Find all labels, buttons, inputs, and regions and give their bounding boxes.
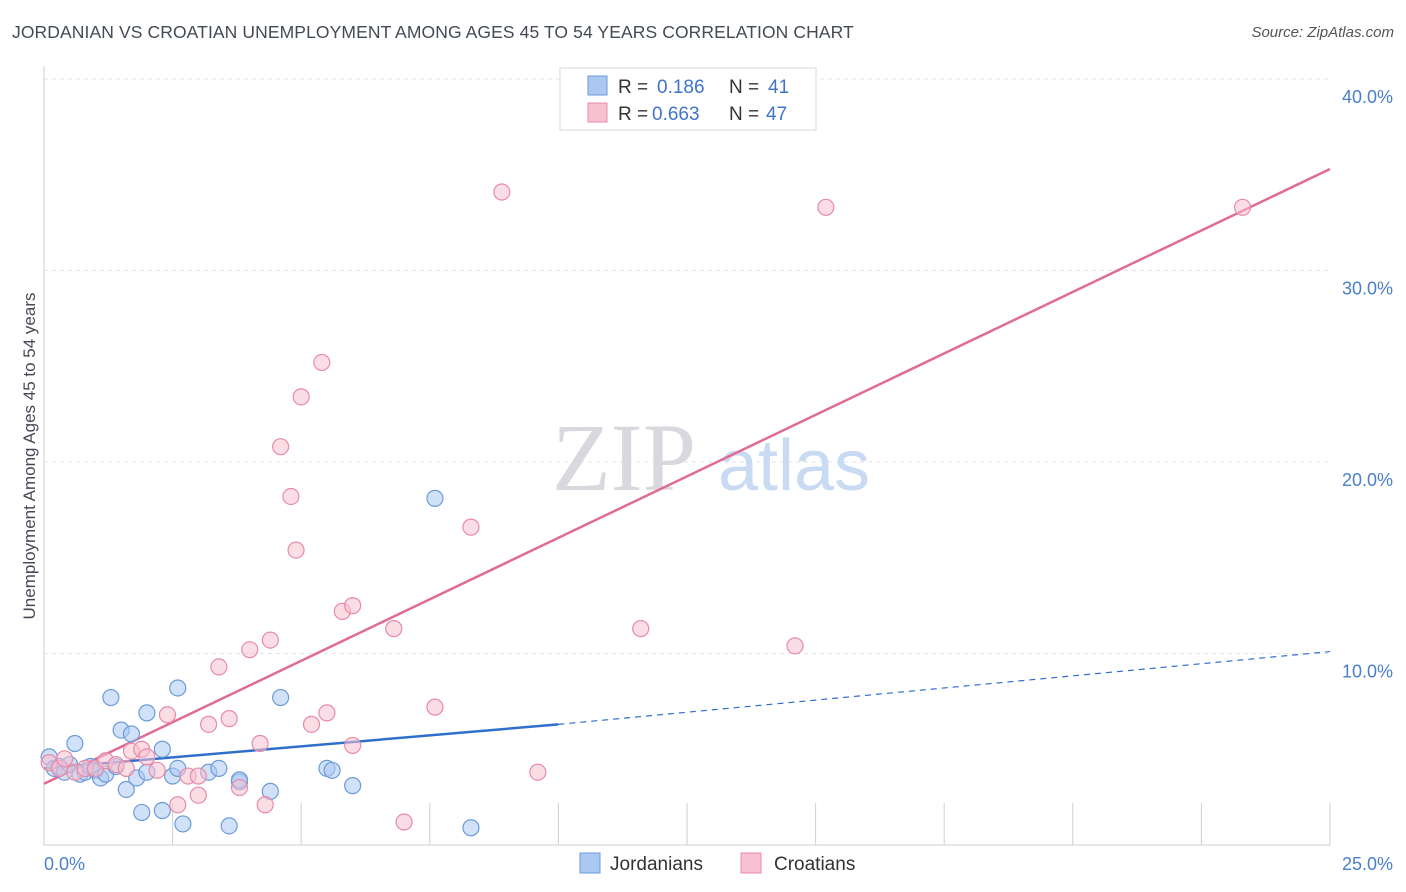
- y-tick-label-0: 10.0%: [1342, 662, 1393, 682]
- croatian-point-14: [169, 796, 187, 814]
- y-axis-label: Unemployment Among Ages 45 to 54 years: [20, 293, 39, 620]
- jordanian-point-15: [117, 780, 135, 799]
- croatian-point-34: [344, 597, 362, 615]
- croatian-point-30: [302, 715, 321, 733]
- correlation-legend: R = 0.186 N = 41 R = 0.663 N = 47: [559, 67, 817, 131]
- jordanian-point-37: [426, 489, 444, 507]
- bottom-legend-label-croatians: Croatians: [774, 854, 855, 875]
- y-tick-label-1: 20.0%: [1342, 470, 1393, 490]
- croatian-point-20: [220, 710, 238, 728]
- legend-n-value-2: 47: [766, 104, 787, 125]
- trend-line-jordanians-extension: [558, 650, 1331, 725]
- bottom-legend-label-jordanians: Jordanians: [610, 854, 703, 875]
- jordanian-point-18: [133, 803, 151, 822]
- source-credit: Source: ZipAtlas.com: [1251, 24, 1394, 41]
- croatian-point-26: [282, 487, 300, 506]
- x-tick-label-0: 0.0%: [44, 854, 85, 874]
- croatian-point-28: [287, 541, 305, 559]
- legend-r-value-2: 0.663: [652, 104, 700, 125]
- jordanian-point-38: [462, 819, 480, 837]
- croatian-point-16: [189, 786, 207, 804]
- series-legend: Jordanians Croatians: [579, 852, 855, 875]
- jordanian-point-19: [138, 704, 156, 722]
- series-jordanians: [40, 489, 480, 837]
- legend-r-label-1: R =: [618, 77, 648, 98]
- jordanian-point-16: [122, 725, 141, 743]
- croatian-point-45: [1233, 198, 1252, 216]
- chart-title: JORDANIAN VS CROATIAN UNEMPLOYMENT AMONG…: [12, 22, 854, 42]
- y-tick-label-3: 40.0%: [1342, 87, 1393, 107]
- croatian-point-17: [200, 715, 218, 733]
- croatian-point-19: [210, 658, 228, 676]
- legend-swatch-jordanians: [587, 75, 608, 96]
- series-croatians: [40, 183, 1252, 831]
- croatian-point-44: [817, 198, 835, 216]
- croatian-point-39: [462, 518, 480, 536]
- croatian-point-27: [272, 438, 290, 456]
- croatian-point-37: [395, 813, 413, 831]
- jordanian-point-26: [174, 815, 192, 833]
- croatian-point-40: [493, 183, 511, 201]
- jordanian-point-25: [169, 679, 187, 697]
- legend-n-label-2: N =: [729, 104, 759, 125]
- jordanian-point-5: [66, 734, 84, 753]
- legend-r-value-1: 0.186: [657, 77, 705, 98]
- croatian-point-18: [189, 767, 207, 785]
- croatian-point-24: [256, 796, 274, 814]
- watermark: ZIP atlas: [552, 404, 870, 511]
- croatian-point-32: [313, 353, 331, 372]
- jordanian-point-21: [153, 801, 171, 820]
- bottom-legend-swatch-jordanians: [579, 852, 601, 874]
- croatian-point-25: [261, 631, 279, 649]
- croatian-point-29: [292, 388, 310, 406]
- croatian-point-36: [385, 620, 403, 638]
- croatian-point-8: [117, 759, 135, 778]
- watermark-atlas: atlas: [718, 426, 870, 506]
- jordanian-point-35: [323, 761, 341, 779]
- trend-line-croatians: [43, 167, 1331, 785]
- trend-lines: [43, 167, 1331, 785]
- watermark-zip: ZIP: [552, 404, 696, 511]
- jordanian-point-36: [344, 777, 362, 795]
- legend-swatch-croatians: [587, 102, 608, 123]
- jordanian-point-29: [220, 817, 238, 835]
- croatian-point-22: [241, 641, 259, 659]
- croatian-point-43: [786, 637, 804, 655]
- y-tick-label-2: 30.0%: [1342, 279, 1393, 299]
- jordanian-point-33: [272, 688, 290, 707]
- croatian-point-11: [138, 748, 156, 766]
- jordanian-point-28: [210, 759, 228, 778]
- legend-n-label-1: N =: [729, 77, 759, 98]
- croatian-point-41: [529, 763, 547, 781]
- croatian-point-2: [55, 750, 74, 768]
- grid: [44, 78, 1330, 654]
- jordanian-point-12: [102, 688, 120, 707]
- croatian-point-23: [251, 734, 269, 753]
- bottom-legend-swatch-croatians: [740, 852, 762, 874]
- axes: [43, 66, 1331, 846]
- jordanian-point-22: [153, 740, 171, 758]
- croatian-point-21: [230, 778, 249, 797]
- croatian-point-42: [632, 620, 650, 638]
- x-tick-labels: 0.0% 25.0%: [44, 854, 1393, 874]
- croatian-point-35: [344, 736, 362, 755]
- croatian-point-13: [158, 706, 177, 724]
- x-tick-label-1: 25.0%: [1342, 854, 1393, 874]
- y-tick-labels: 10.0% 20.0% 30.0% 40.0%: [1342, 87, 1393, 682]
- croatian-point-31: [318, 704, 336, 722]
- legend-n-value-1: 41: [768, 77, 789, 98]
- croatian-point-12: [148, 761, 166, 779]
- croatian-point-38: [426, 698, 444, 716]
- legend-r-label-2: R =: [618, 104, 648, 125]
